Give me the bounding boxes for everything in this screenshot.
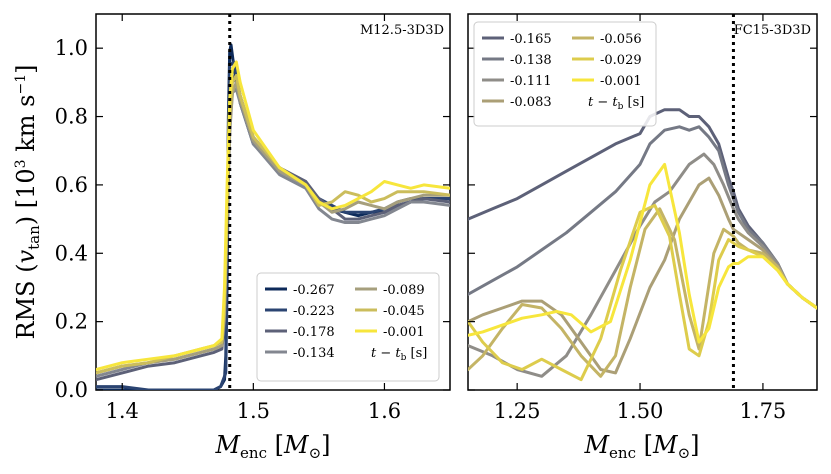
right-series-line-4: [468, 207, 817, 378]
right-legend-label-6: -0.001: [600, 74, 642, 89]
left-legend-box: [256, 272, 440, 382]
right-data-lines: [468, 14, 817, 390]
left-x-tick-label-1: 1.5: [237, 399, 270, 423]
left-y-tick-label-5: 1.0: [55, 36, 88, 60]
left-legend-title: t − tb [s]: [371, 346, 427, 363]
right-series-line-5: [468, 203, 817, 382]
right-legend-label-1: -0.138: [510, 53, 552, 68]
right-series-line-6: [468, 162, 817, 344]
right-legend-box: [473, 21, 657, 127]
left-y-tick-label-3: 0.6: [55, 173, 88, 197]
left-legend: -0.267 -0.223 -0.178 -0.134 -0.089 -0.045 -0.0…: [256, 272, 440, 382]
right-plot-frame: [467, 13, 818, 391]
right-legend-title: t − tb [s]: [588, 95, 644, 112]
right-x-tick-label-1: 1.50: [617, 399, 664, 423]
right-legend-label-2: -0.111: [510, 74, 552, 89]
right-x-axis-title: Menc [M⊙]: [583, 431, 699, 462]
right-legend-label-3: -0.083: [510, 95, 552, 110]
right-legend: -0.165 -0.138 -0.111 -0.083 -0.056 -0.029 -0.0…: [473, 21, 657, 127]
left-y-tick-label-2: 0.4: [55, 241, 88, 265]
right-panel-title: FC15-3D3D: [734, 23, 811, 38]
left-legend-label-3: -0.134: [293, 346, 335, 361]
left-legend-label-2: -0.178: [293, 325, 335, 340]
left-y-tick-label-1: 0.2: [55, 310, 88, 334]
left-legend-label-0: -0.267: [293, 283, 335, 298]
left-y-tick-label-0: 0.0: [55, 378, 88, 402]
left-legend-label-1: -0.223: [293, 304, 335, 319]
left-x-tick-label-0: 1.4: [106, 399, 139, 423]
right-series-line-1: [468, 125, 817, 310]
left-panel-title: M12.5-3D3D: [360, 23, 444, 38]
right-panel: 1.25 1.50 1.75 FC15-3D3D -0.165 -0.138 -0.11…: [467, 13, 818, 462]
right-x-tick-label-2: 1.75: [740, 399, 787, 423]
left-ticks: 1.4 1.5 1.6 0.0 0.2 0.4 0.6 0.8 1.0: [55, 14, 450, 423]
right-ticks: 1.25 1.50 1.75: [468, 14, 817, 423]
left-data-lines: [96, 14, 450, 390]
left-panel: 1.4 1.5 1.6 0.0 0.2 0.4 0.6 0.8 1.0 M12.5-3D3D -…: [12, 13, 451, 462]
left-legend-label-4: -0.089: [383, 283, 425, 298]
right-series-line-3: [468, 176, 817, 375]
right-x-tick-label-0: 1.25: [494, 399, 541, 423]
left-y-tick-label-4: 0.8: [55, 105, 88, 129]
left-x-tick-label-2: 1.6: [368, 399, 401, 423]
left-series-line-6: [96, 60, 450, 371]
y-axis-title: RMS (vtan) [103 km s−1]: [12, 65, 43, 340]
left-x-axis-title: Menc [M⊙]: [214, 431, 330, 462]
left-legend-label-6: -0.001: [383, 325, 425, 340]
right-legend-label-4: -0.056: [600, 32, 642, 47]
left-legend-label-5: -0.045: [383, 304, 425, 319]
right-legend-label-5: -0.029: [600, 53, 642, 68]
right-legend-label-0: -0.165: [510, 32, 552, 47]
